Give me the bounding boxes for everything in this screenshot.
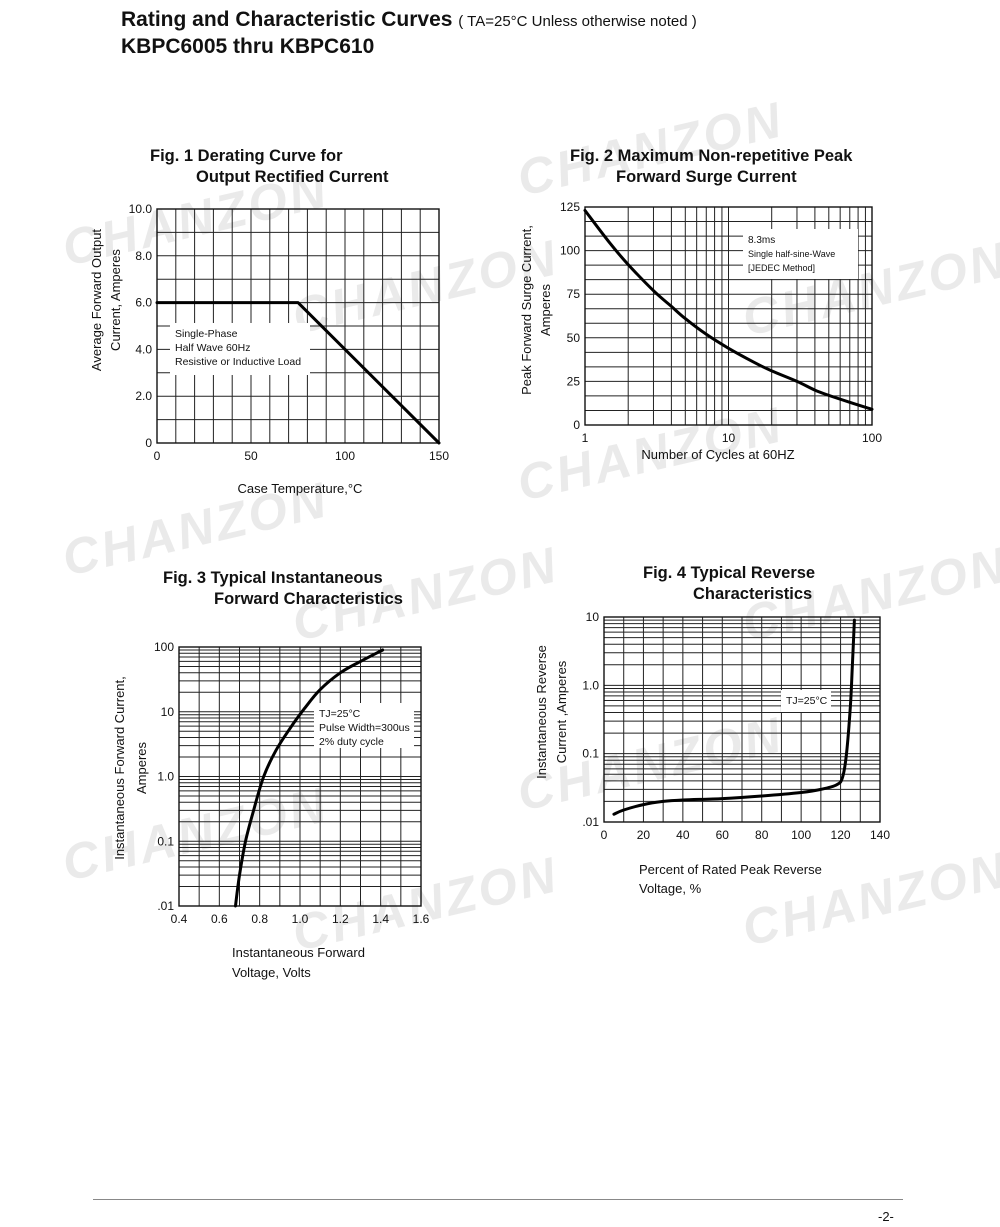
fig1-x-tick-label: 50 bbox=[244, 449, 258, 463]
fig1-y-axis-label: Average Forward Output bbox=[89, 229, 104, 371]
fig2-note-box bbox=[743, 229, 858, 279]
fig4-x-axis-label: Voltage, % bbox=[639, 881, 702, 896]
fig4-y-tick-label: .01 bbox=[582, 815, 599, 829]
fig3-note-text: Pulse Width=300us bbox=[319, 722, 410, 734]
fig4-y-axis-label: Current ,Amperes bbox=[554, 660, 569, 763]
page-title: Rating and Characteristic Curves ( TA=25… bbox=[121, 8, 697, 32]
fig1-y-tick-label: 2.0 bbox=[135, 389, 152, 403]
fig1-title-line2: Output Rectified Current bbox=[196, 168, 389, 186]
fig2-note-text: 8.3ms bbox=[748, 235, 775, 246]
fig2-title: Fig. 2 Maximum Non-repetitive Peak Forwa… bbox=[570, 146, 852, 188]
fig2-y-tick-label: 75 bbox=[567, 287, 581, 301]
fig4-x-tick-label: 80 bbox=[755, 828, 769, 842]
fig3-x-tick-label: 0.4 bbox=[171, 912, 188, 926]
fig4-x-tick-label: 0 bbox=[601, 828, 608, 842]
fig3-x-tick-label: 0.6 bbox=[211, 912, 228, 926]
fig1-y-tick-label: 6.0 bbox=[135, 296, 152, 310]
fig3-y-axis-label: Instantaneous Forward Current, bbox=[112, 676, 127, 860]
fig3-note-box bbox=[314, 703, 414, 748]
fig4-x-tick-label: 40 bbox=[676, 828, 690, 842]
fig1-y-axis-label: Current, Amperes bbox=[108, 249, 123, 351]
fig3-y-tick-label: 100 bbox=[154, 640, 174, 654]
fig4-x-axis-label: Percent of Rated Peak Reverse bbox=[639, 862, 822, 877]
fig1-x-tick-label: 150 bbox=[429, 449, 449, 463]
fig3-y-tick-label: 0.1 bbox=[157, 834, 174, 848]
fig2-y-axis-label: Peak Forward Surge Current, bbox=[519, 225, 534, 395]
fig4-note-box bbox=[781, 690, 831, 712]
fig2-x-tick-label: 10 bbox=[722, 431, 736, 445]
fig3-note-text: 2% duty cycle bbox=[319, 736, 384, 748]
fig2-y-tick-label: 0 bbox=[573, 418, 580, 432]
fig4-x-tick-label: 20 bbox=[637, 828, 651, 842]
fig2-x-tick-label: 100 bbox=[862, 431, 882, 445]
fig4-note-text: TJ=25°C bbox=[786, 695, 828, 707]
fig2-x-tick-label: 1 bbox=[582, 431, 589, 445]
fig1-y-tick-label: 0 bbox=[145, 436, 152, 450]
footer-divider bbox=[93, 1199, 903, 1200]
fig4-x-tick-label: 60 bbox=[716, 828, 730, 842]
fig2-note-text: Single half-sine-Wave bbox=[748, 249, 835, 259]
fig3-x-tick-label: 1.4 bbox=[372, 912, 389, 926]
fig4-y-tick-label: 0.1 bbox=[582, 747, 599, 761]
fig4-y-tick-label: 10 bbox=[586, 610, 600, 624]
fig1-x-axis-label: Case Temperature,°C bbox=[238, 481, 363, 496]
fig3-x-axis-label: Voltage, Volts bbox=[232, 965, 311, 980]
fig3-y-tick-label: 1.0 bbox=[157, 770, 174, 784]
fig3-title: Fig. 3 Typical Instantaneous Forward Cha… bbox=[163, 568, 403, 610]
fig1-title-line1: Fig. 1 Derating Curve for bbox=[150, 147, 343, 165]
fig3-title-line2: Forward Characteristics bbox=[214, 590, 403, 608]
fig4-curve bbox=[612, 618, 856, 816]
fig3-plot-frame bbox=[178, 646, 422, 907]
test-condition: ( TA=25°C Unless otherwise noted ) bbox=[458, 13, 697, 30]
fig1-x-tick-label: 0 bbox=[154, 449, 161, 463]
fig1-y-tick-label: 8.0 bbox=[135, 249, 152, 263]
fig4-x-tick-label: 120 bbox=[831, 828, 851, 842]
fig4-plot-frame bbox=[603, 616, 881, 823]
fig2-y-tick-label: 125 bbox=[560, 200, 580, 214]
fig1-x-tick-label: 100 bbox=[335, 449, 355, 463]
fig3-x-axis-label: Instantaneous Forward bbox=[232, 945, 365, 960]
fig1-note-box bbox=[170, 323, 310, 375]
fig1-plot-frame bbox=[156, 208, 440, 444]
fig1-note-text: Half Wave 60Hz bbox=[175, 342, 250, 354]
fig3-title-line1: Fig. 3 Typical Instantaneous bbox=[163, 569, 383, 587]
fig2-x-axis-label: Number of Cycles at 60HZ bbox=[641, 447, 794, 462]
fig2-y-tick-label: 100 bbox=[560, 244, 580, 258]
fig3-y-tick-label: 10 bbox=[161, 705, 175, 719]
fig2-note-text: [JEDEC Method] bbox=[748, 263, 815, 273]
fig2-y-tick-label: 25 bbox=[567, 374, 581, 388]
fig3-note-text: TJ=25°C bbox=[319, 708, 361, 720]
fig4-title: Fig. 4 Typical Reverse Characteristics bbox=[643, 563, 815, 605]
fig3-y-tick-label: .01 bbox=[157, 899, 174, 913]
fig4-title-line1: Fig. 4 Typical Reverse bbox=[643, 564, 816, 582]
fig1-title: Fig. 1 Derating Curve for Output Rectifi… bbox=[150, 146, 389, 188]
fig4-y-axis-label: Instantaneous Reverse bbox=[534, 645, 549, 779]
fig3-x-tick-label: 1.0 bbox=[292, 912, 309, 926]
fig2-curve bbox=[583, 209, 874, 411]
fig1-curve bbox=[155, 301, 441, 445]
part-range: KBPC6005 thru KBPC610 bbox=[121, 35, 375, 58]
fig2-title-line1: Fig. 2 Maximum Non-repetitive Peak bbox=[570, 147, 853, 165]
fig3-y-axis-label: Amperes bbox=[134, 741, 149, 794]
fig2-title-line2: Forward Surge Current bbox=[616, 168, 797, 186]
fig2-y-tick-label: 50 bbox=[567, 331, 581, 345]
fig1-note-text: Single-Phase bbox=[175, 328, 238, 340]
fig4-y-tick-label: 1.0 bbox=[582, 678, 599, 692]
fig3-curve bbox=[234, 648, 385, 908]
fig1-note-text: Resistive or Inductive Load bbox=[175, 356, 301, 368]
fig4-x-tick-label: 100 bbox=[791, 828, 811, 842]
fig3-x-tick-label: 0.8 bbox=[251, 912, 268, 926]
fig4-title-line2: Characteristics bbox=[693, 585, 813, 603]
fig4-x-tick-label: 140 bbox=[870, 828, 890, 842]
fig2-y-axis-label: Amperes bbox=[538, 283, 553, 336]
fig2-plot-frame bbox=[584, 206, 873, 426]
fig1-y-tick-label: 4.0 bbox=[135, 342, 152, 356]
fig3-x-tick-label: 1.2 bbox=[332, 912, 349, 926]
fig3-x-tick-label: 1.6 bbox=[413, 912, 430, 926]
page-title-text: Rating and Characteristic Curves bbox=[121, 8, 453, 31]
page-number: -2- bbox=[878, 1209, 894, 1224]
fig1-y-tick-label: 10.0 bbox=[129, 202, 153, 216]
